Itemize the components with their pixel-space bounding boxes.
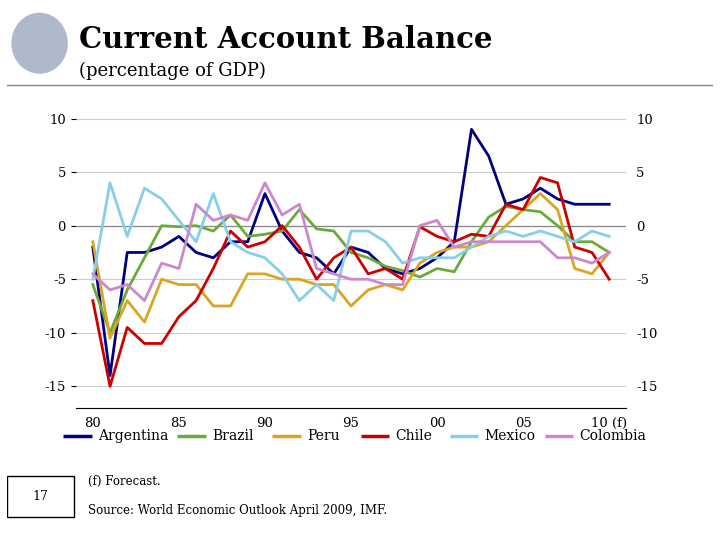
Text: 17: 17	[32, 490, 48, 503]
Text: Argentina: Argentina	[98, 429, 168, 443]
Text: Mexico: Mexico	[485, 429, 536, 443]
Text: Source: World Economic Outlook April 2009, IMF.: Source: World Economic Outlook April 200…	[89, 504, 387, 517]
Text: (percentage of GDP): (percentage of GDP)	[79, 62, 266, 80]
Text: Peru: Peru	[307, 429, 340, 443]
Text: Brazil: Brazil	[212, 429, 253, 443]
Circle shape	[12, 14, 67, 73]
Text: Chile: Chile	[396, 429, 433, 443]
FancyBboxPatch shape	[7, 476, 74, 517]
Text: (f) Forecast.: (f) Forecast.	[89, 475, 161, 488]
Text: Current Account Balance: Current Account Balance	[79, 25, 492, 54]
Text: Colombia: Colombia	[580, 429, 647, 443]
